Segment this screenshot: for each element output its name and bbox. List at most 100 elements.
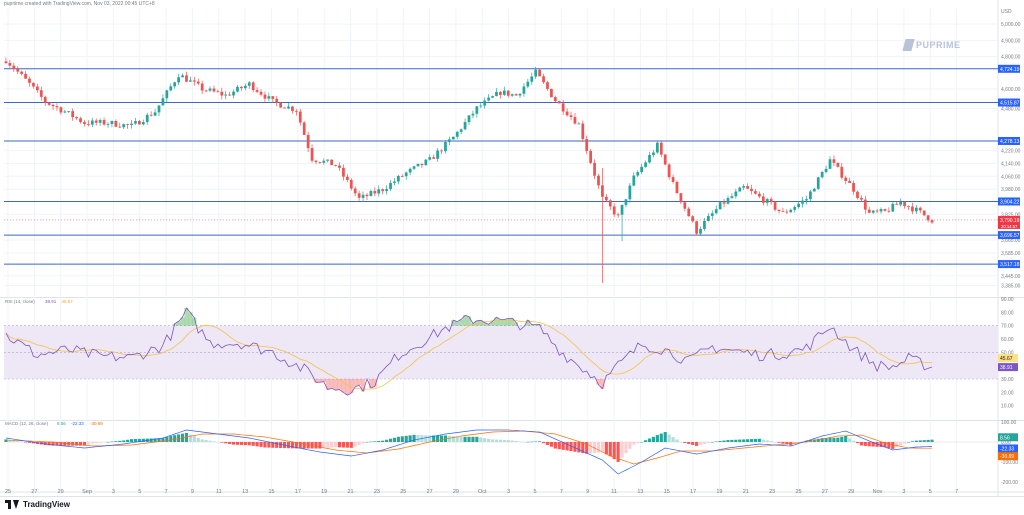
- candle-body: [334, 165, 337, 166]
- macd-histogram-bar: [538, 441, 542, 442]
- x-tick-label: 21: [743, 489, 749, 495]
- candle-body: [526, 81, 530, 87]
- candle-body: [573, 117, 577, 124]
- candle-body: [247, 82, 251, 86]
- macd-histogram-bar: [55, 442, 59, 446]
- macd-histogram-bar: [577, 442, 581, 453]
- macd-histogram-bar: [63, 442, 67, 446]
- macd-histogram-bar: [149, 438, 153, 442]
- macd-histogram-bar: [47, 442, 51, 446]
- candle-body: [601, 185, 604, 197]
- candle-body: [393, 181, 396, 183]
- macd-histogram-bar: [114, 441, 118, 442]
- chart-canvas[interactable]: 5,000.00 4,900.00 4,800.00 4,600.00 4,480.00…: [0, 0, 1024, 496]
- macd-histogram-bar: [785, 442, 789, 445]
- macd-histogram-bar: [12, 440, 16, 442]
- candle-body: [208, 88, 212, 91]
- candle-body: [302, 122, 306, 135]
- candle-body: [381, 189, 385, 192]
- pane-value: -22.33: [71, 421, 84, 426]
- candle-body: [79, 118, 82, 123]
- macd-histogram-bar: [526, 441, 530, 443]
- macd-histogram-bar: [322, 442, 326, 449]
- candle-body: [106, 123, 110, 125]
- macd-histogram-bar: [161, 438, 165, 442]
- candle-body: [90, 120, 94, 125]
- candle-body: [636, 172, 640, 176]
- macd-histogram-bar: [675, 439, 679, 442]
- candle-body: [110, 120, 114, 124]
- tradingview-logo-text: TradingView: [23, 500, 70, 509]
- candle-body: [620, 204, 624, 215]
- candle-body: [632, 175, 636, 186]
- macd-histogram-bar: [432, 435, 436, 442]
- macd-histogram-bar: [883, 442, 887, 448]
- candle-body: [440, 150, 443, 152]
- candle-body: [565, 111, 569, 116]
- candle-body: [157, 105, 161, 113]
- candle-body: [754, 191, 757, 194]
- macd-histogram-bar: [828, 437, 832, 442]
- candle-body: [338, 165, 341, 168]
- level-tag-label: 4,278.13: [1000, 139, 1020, 145]
- tradingview-logo[interactable]: TradingView: [5, 500, 70, 509]
- candle-body: [812, 188, 816, 192]
- rsi-tick-label: 60.00: [1001, 337, 1014, 343]
- rsi-line: [5, 307, 933, 396]
- macd-histogram-bar: [494, 439, 499, 442]
- indicator-tag-label: -30.89: [1000, 454, 1014, 460]
- macd-histogram-bar: [361, 442, 365, 444]
- candle-body: [32, 82, 35, 87]
- candle-body: [251, 82, 255, 91]
- macd-histogram-bar: [385, 439, 389, 442]
- horizontal-levels[interactable]: [4, 68, 998, 265]
- candle-body: [918, 207, 922, 211]
- price-tick-label: 4,480.00: [1001, 106, 1021, 112]
- candle-body: [887, 210, 891, 212]
- candles: [4, 57, 934, 284]
- macd-line: [5, 429, 933, 475]
- candle-body: [502, 90, 506, 95]
- macd-histogram-bar: [628, 442, 632, 449]
- candle-body: [467, 115, 471, 123]
- candle-body: [455, 131, 459, 137]
- candle-body: [16, 68, 20, 72]
- candle-body: [805, 199, 808, 201]
- macd-histogram-bar: [475, 436, 479, 442]
- candle-body: [483, 100, 487, 106]
- candle-body: [322, 160, 326, 163]
- candle-body: [863, 199, 867, 210]
- level-tag: [998, 197, 1020, 206]
- candle-body: [169, 86, 173, 91]
- x-tick-label: 11: [216, 489, 222, 495]
- macd-histogram-bar: [157, 438, 161, 442]
- candle-body: [389, 182, 392, 190]
- candle-body: [130, 123, 133, 125]
- macd-histogram-bar: [235, 442, 240, 445]
- macd-histogram-bar: [836, 437, 840, 442]
- x-tick-label: 3: [902, 489, 905, 495]
- x-tick-label: 9: [586, 489, 589, 495]
- candle-body: [871, 210, 875, 213]
- macd-histogram-bar: [184, 432, 189, 442]
- candle-body: [809, 191, 812, 200]
- level-tag: [998, 231, 1020, 240]
- candle-body: [459, 129, 463, 132]
- candle-body: [428, 157, 432, 160]
- macd-histogram-bar: [263, 442, 267, 448]
- level-tag-label: 4,515.87: [1000, 101, 1020, 107]
- candle-body: [177, 77, 180, 83]
- price-tick-label: 3,980.00: [1001, 187, 1021, 193]
- x-tick-label: 7: [165, 489, 168, 495]
- candle-body: [569, 115, 573, 118]
- indicator-tag: [998, 452, 1018, 461]
- candle-body: [773, 202, 777, 210]
- price-tick-label: 4,140.00: [1001, 161, 1021, 167]
- candle-body: [718, 202, 722, 210]
- macd-histogram-bar: [275, 442, 279, 448]
- macd-histogram-bar: [369, 441, 373, 443]
- pane-labels: RSI (14, close) 38.91 45.67 MACD (12, 26, c…: [5, 299, 103, 426]
- macd-histogram-bar: [757, 438, 761, 442]
- macd-histogram-bar: [357, 442, 361, 445]
- macd-histogram-bar: [330, 442, 334, 448]
